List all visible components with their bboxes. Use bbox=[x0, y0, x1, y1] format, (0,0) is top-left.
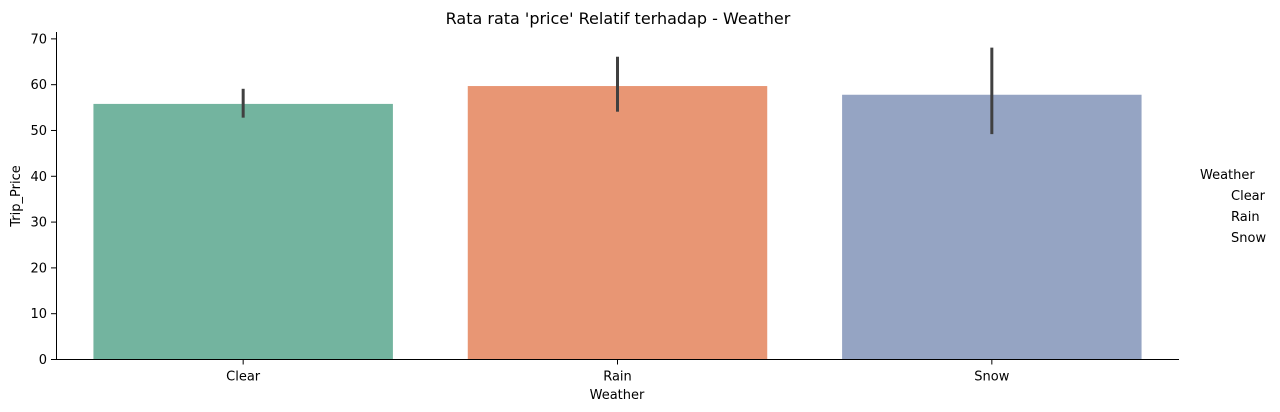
error-bars bbox=[241, 47, 994, 135]
x-tick-label: Clear bbox=[226, 370, 261, 385]
x-axis-label: Weather bbox=[590, 388, 645, 403]
legend-entries: Clear Rain Snow bbox=[1231, 189, 1266, 246]
legend: Weather Clear Rain Snow bbox=[1200, 168, 1266, 246]
bar-rain bbox=[467, 86, 768, 360]
bar-clear bbox=[93, 103, 393, 360]
x-tick-label: Snow bbox=[974, 370, 1009, 385]
legend-label-clear: Clear bbox=[1231, 189, 1266, 204]
y-tick-label: 60 bbox=[30, 78, 47, 93]
y-tick-label: 50 bbox=[30, 124, 47, 139]
y-tick-label: 10 bbox=[30, 307, 47, 322]
y-tick-label: 40 bbox=[30, 170, 47, 185]
legend-label-rain: Rain bbox=[1231, 210, 1260, 225]
y-tick-label: 70 bbox=[30, 32, 47, 47]
y-tick-label: 0 bbox=[39, 353, 47, 368]
bar-snow bbox=[842, 94, 1142, 360]
bars bbox=[93, 86, 1142, 360]
legend-title: Weather bbox=[1200, 168, 1255, 183]
legend-label-snow: Snow bbox=[1231, 231, 1266, 246]
y-axis-ticks: 0 10 20 30 40 50 60 70 bbox=[30, 32, 56, 368]
x-tick-label: Rain bbox=[603, 370, 632, 385]
y-tick-label: 30 bbox=[30, 216, 47, 231]
chart-title: Rata rata 'price' Relatif terhadap - Wea… bbox=[446, 9, 791, 28]
y-tick-label: 20 bbox=[30, 261, 47, 276]
x-axis-ticks: Clear Rain Snow bbox=[226, 359, 1010, 385]
y-axis-label: Trip_Price bbox=[9, 165, 24, 227]
